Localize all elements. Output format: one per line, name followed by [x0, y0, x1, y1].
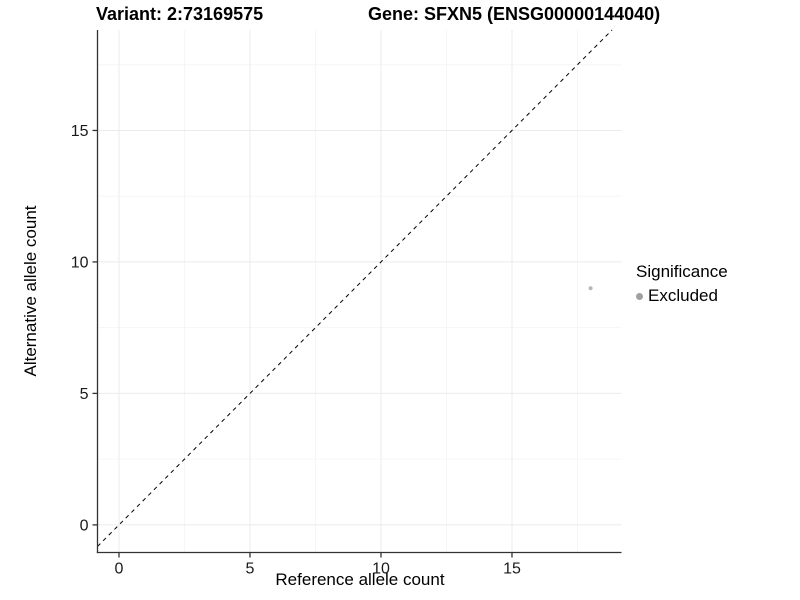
legend-item-excluded: Excluded: [636, 286, 728, 306]
legend: Significance Excluded: [636, 262, 728, 306]
x-tick-label: 10: [372, 561, 390, 578]
variant-title: Variant: 2:73169575: [96, 4, 264, 24]
data-point: [588, 286, 593, 291]
gene-title: Gene: SFXN5 (ENSG00000144040): [368, 4, 661, 24]
y-axis-title: Alternative allele count: [21, 205, 40, 377]
y-tick-label: 15: [71, 123, 89, 140]
x-tick-label: 15: [503, 561, 521, 578]
y-tick-label: 10: [71, 254, 89, 271]
x-tick-label: 5: [246, 561, 255, 578]
legend-title: Significance: [636, 262, 728, 281]
y-tick-label: 5: [80, 386, 89, 403]
identity-reference-line: [97, 29, 613, 547]
legend-item-label: Excluded: [648, 286, 718, 305]
x-axis-title: Reference allele count: [275, 570, 445, 589]
x-tick-label: 0: [115, 561, 124, 578]
y-tick-label: 0: [80, 517, 89, 534]
excluded-point-icon: [636, 292, 643, 300]
